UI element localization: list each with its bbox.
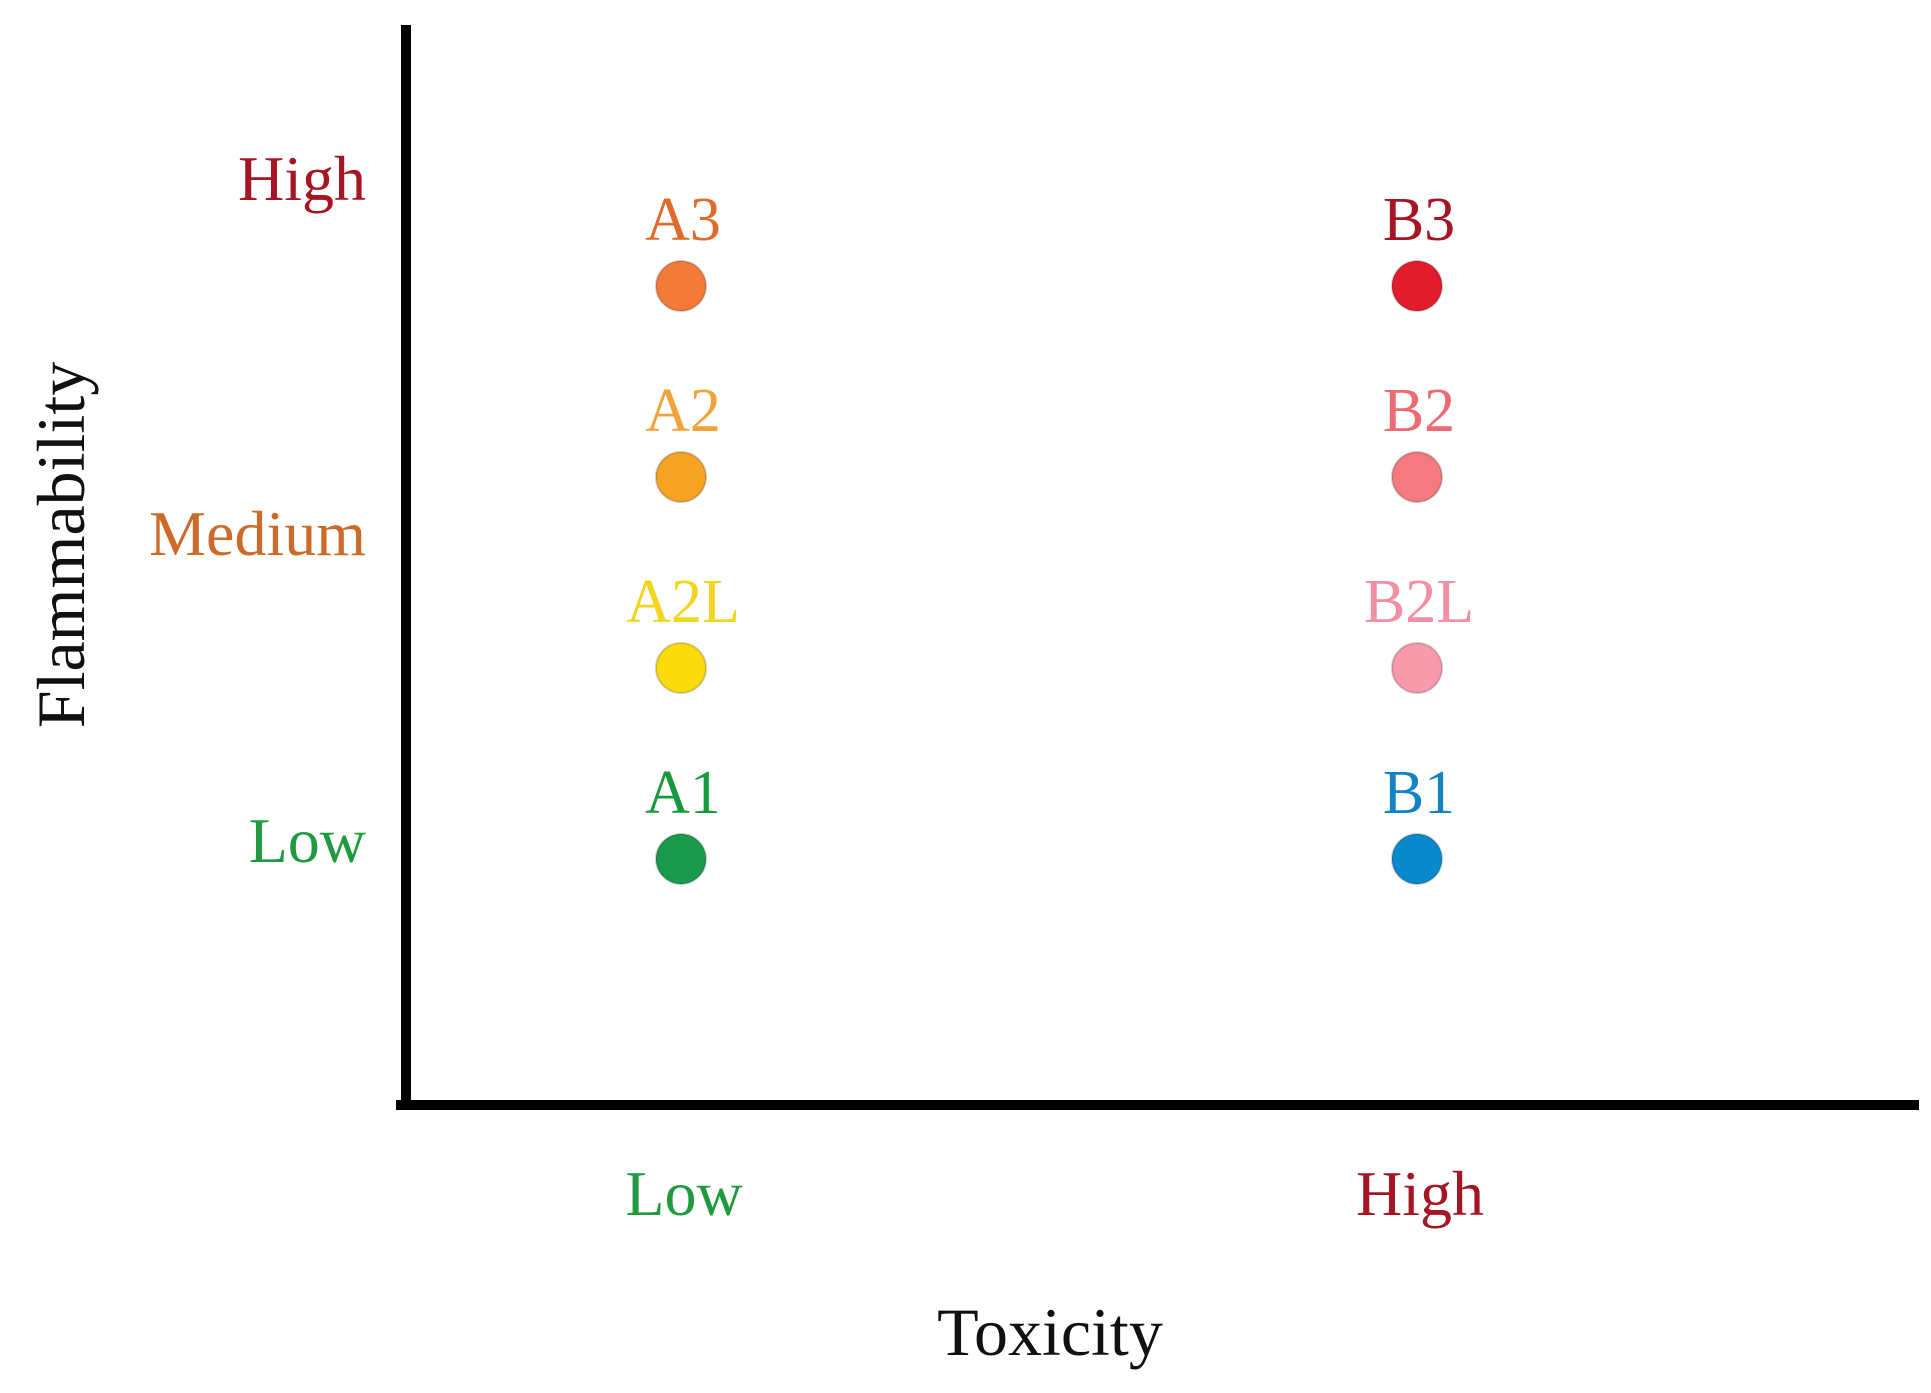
point-a3 [655,260,707,312]
x-tick-high: High [1356,1158,1484,1229]
point-label-a3: A3 [645,186,721,254]
point-label-a1: A1 [645,759,721,827]
point-b3 [1391,260,1443,312]
point-label-b2l: B2L [1364,568,1474,636]
x-tick-labels: Low High [625,1158,1484,1229]
point-label-b1: B1 [1383,759,1455,827]
data-points: A3 A2 A2L A1 B3 B2 B2L B1 [626,186,1474,885]
point-label-a2: A2 [645,377,721,445]
point-a2 [655,451,707,503]
y-tick-high: High [238,143,366,214]
point-label-a2l: A2L [626,568,740,636]
point-label-b2: B2 [1383,377,1455,445]
y-tick-medium: Medium [149,498,366,569]
point-b1 [1391,833,1443,885]
y-axis-title: Flammability [23,362,99,728]
point-b2 [1391,451,1443,503]
point-b2l [1391,642,1443,694]
point-label-b3: B3 [1383,186,1455,254]
x-tick-low: Low [625,1158,742,1229]
y-tick-labels: High Medium Low [149,143,366,876]
y-tick-low: Low [249,805,366,876]
point-a2l [655,642,707,694]
point-a1 [655,833,707,885]
x-axis-title: Toxicity [937,1294,1163,1370]
